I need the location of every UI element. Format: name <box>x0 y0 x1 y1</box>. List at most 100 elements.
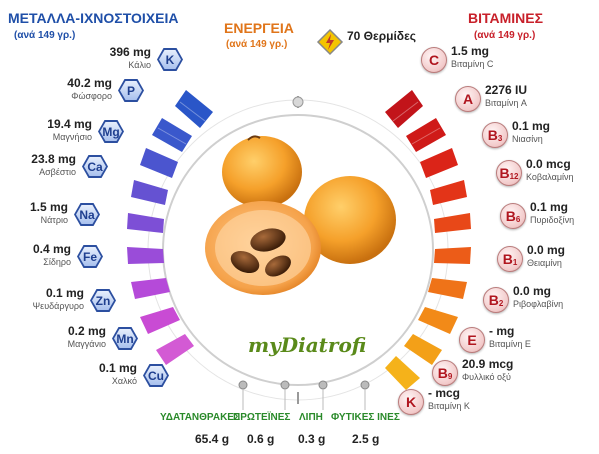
vitamin-value: 0.1 mg <box>512 119 551 133</box>
vitamin-name: Θειαμίνη <box>527 257 562 268</box>
mineral-symbol: Mn <box>114 329 136 348</box>
vitamin-name: Βιταμίνη A <box>485 97 527 108</box>
vitamin-symbol-badge: C <box>421 47 447 73</box>
mineral-symbol-badge: Fe <box>77 245 103 268</box>
vitamin-subscript: 12 <box>509 171 519 181</box>
mineral-symbol-badge: Zn <box>90 289 116 312</box>
vitamin-item: - mcg Βιταμίνη K <box>428 386 470 411</box>
mineral-value: 1.5 mg <box>29 200 68 214</box>
vitamin-symbol: A <box>462 91 474 107</box>
mineral-item: 1.5 mg Νάτριο <box>0 200 68 225</box>
mineral-value: 40.2 mg <box>67 76 112 90</box>
vitamin-subscript: 9 <box>447 371 453 381</box>
mineral-name: Ασβέστιο <box>39 166 76 177</box>
mineral-name: Νάτριο <box>40 214 68 225</box>
mineral-item: 23.8 mg Ασβέστιο <box>0 152 76 177</box>
vitamin-value: 2276 IU <box>485 83 528 97</box>
vitamin-item: 0.0 mg Ριβοφλαβίνη <box>513 284 564 309</box>
mineral-name: Κάλιο <box>128 59 151 70</box>
mineral-symbol: Cu <box>145 366 167 385</box>
macro-value: 2.5 g <box>352 432 380 446</box>
vitamin-value: 0.1 mg <box>530 200 569 214</box>
mineral-symbol: Mg <box>100 122 122 141</box>
mineral-name: Μαγνήσιο <box>52 131 92 142</box>
vitamin-item: - mg Βιταμίνη E <box>489 324 531 349</box>
vitamin-item: 1.5 mg Βιταμίνη C <box>451 44 494 69</box>
vitamin-subscript: 2 <box>498 298 504 308</box>
mineral-value: 0.1 mg <box>45 286 84 300</box>
vitamin-subscript: 3 <box>497 133 503 143</box>
mineral-symbol-badge: Cu <box>143 364 169 387</box>
mineral-symbol-badge: Mg <box>98 120 124 143</box>
mineral-item: 0.1 mg Χαλκό <box>57 361 137 386</box>
vitamin-symbol: B <box>487 127 498 143</box>
macro-label: ΛΙΠΗ <box>299 412 323 423</box>
vitamin-name: Πυριδοξίνη <box>530 214 575 225</box>
mineral-item: 0.4 mg Σίδηρο <box>0 242 71 267</box>
mineral-name: Ψευδάργυρο <box>32 300 84 311</box>
minerals-title: ΜΕΤΑΛΛΑ-ΙΧΝΟΣΤΟΙΧΕΙΑ <box>8 10 179 26</box>
vitamin-value: 0.0 mg <box>513 284 552 298</box>
vitamin-name: Ριβοφλαβίνη <box>513 298 564 309</box>
vitamins-title: ΒΙΤΑΜΙΝΕΣ <box>468 10 544 26</box>
vitamin-value: - mg <box>489 324 515 338</box>
mineral-item: 0.1 mg Ψευδάργυρο <box>4 286 84 311</box>
energy-calories: 70 Θερμίδες <box>347 29 417 43</box>
mineral-symbol-badge: Ca <box>82 155 108 178</box>
energy-title: ΕΝΕΡΓΕΙΑ <box>224 20 294 36</box>
minerals-subtitle: (ανά 149 γρ.) <box>14 30 76 41</box>
mineral-symbol: Na <box>76 205 98 224</box>
vitamin-symbol: B <box>502 251 513 267</box>
vitamin-symbol-badge: B 12 <box>496 160 522 186</box>
vitamin-value: 1.5 mg <box>451 44 490 58</box>
mineral-item: 0.2 mg Μαγγάνιο <box>26 324 106 349</box>
mineral-value: 23.8 mg <box>31 152 76 166</box>
mineral-value: 396 mg <box>109 45 151 59</box>
vitamin-name: Φυλλικό οξύ <box>462 371 511 382</box>
vitamin-item: 0.0 mg Θειαμίνη <box>527 243 565 268</box>
vitamin-name: Βιταμίνη K <box>428 400 470 411</box>
vitamin-symbol: C <box>428 52 440 68</box>
vitamin-value: 0.0 mcg <box>526 157 571 171</box>
mineral-name: Χαλκό <box>111 375 137 386</box>
vitamin-value: - mcg <box>428 386 461 400</box>
vitamin-symbol-badge: K <box>398 389 424 415</box>
vitamin-subscript: 1 <box>512 257 518 267</box>
vitamin-name: Κοβαλαμίνη <box>526 171 574 182</box>
mineral-item: 40.2 mg Φώσφορο <box>32 76 112 101</box>
vitamin-symbol-badge: A <box>455 86 481 112</box>
vitamin-symbol: B <box>488 292 499 308</box>
energy-subtitle: (ανά 149 γρ.) <box>226 39 288 50</box>
mineral-value: 0.4 mg <box>32 242 71 256</box>
macro-value: 0.6 g <box>247 432 275 446</box>
mineral-symbol: Fe <box>79 247 101 266</box>
vitamin-subscript: 6 <box>515 214 521 224</box>
vitamins-subtitle: (ανά 149 γρ.) <box>474 30 536 41</box>
mineral-value: 0.2 mg <box>67 324 106 338</box>
vitamin-item: 2276 IU Βιταμίνη A <box>485 83 528 108</box>
mineral-symbol-badge: K <box>157 48 183 71</box>
mineral-symbol: K <box>159 50 181 69</box>
mineral-value: 0.1 mg <box>98 361 137 375</box>
vitamin-name: Βιταμίνη C <box>451 58 494 69</box>
mineral-symbol: Ca <box>84 157 106 176</box>
mineral-item: 19.4 mg Μαγνήσιο <box>12 117 92 142</box>
vitamin-item: 0.0 mcg Κοβαλαμίνη <box>526 157 574 182</box>
vitamin-name: Βιταμίνη E <box>489 338 531 349</box>
mineral-symbol-badge: Mn <box>112 327 138 350</box>
mineral-value: 19.4 mg <box>47 117 92 131</box>
vitamin-item: 0.1 mg Νιασίνη <box>512 119 551 144</box>
brand-logo: myDiatrofi <box>248 333 367 357</box>
vitamin-value: 20.9 mcg <box>462 357 514 371</box>
vitamin-item: 0.1 mg Πυριδοξίνη <box>530 200 575 225</box>
vitamin-item: 20.9 mcg Φυλλικό οξύ <box>462 357 514 382</box>
vitamin-symbol: E <box>467 332 477 348</box>
macro-label: ΠΡΩΤΕΪΝΕΣ <box>233 412 291 423</box>
macro-label: ΥΔΑΤΑΝΘΡΑΚΕΣ <box>160 412 240 423</box>
mineral-item: 396 mg Κάλιο <box>71 45 151 70</box>
vitamin-symbol: B <box>437 365 448 381</box>
mineral-symbol: Zn <box>92 291 114 310</box>
